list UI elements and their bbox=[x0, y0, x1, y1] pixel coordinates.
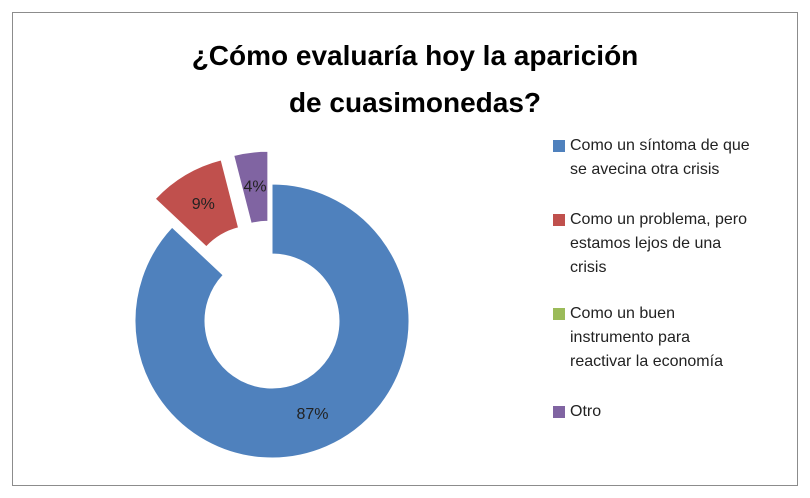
chart-frame bbox=[12, 12, 798, 486]
donut-slice bbox=[233, 150, 269, 224]
data-label: 87% bbox=[296, 406, 328, 423]
data-label: 4% bbox=[244, 178, 267, 195]
legend-item: Como un buen instrumento para reactivar … bbox=[553, 302, 798, 374]
donut-slice bbox=[154, 159, 240, 248]
legend-label: Otro bbox=[570, 403, 602, 420]
chart-title: ¿Cómo evaluaría hoy la aparición de cuasi… bbox=[192, 40, 639, 118]
legend-label: Como un problema, pero estamos lejos de … bbox=[570, 211, 747, 276]
donut-slice bbox=[134, 183, 410, 459]
legend-swatch bbox=[553, 308, 565, 320]
legend-item: Como un síntoma de que se avecina otra c… bbox=[553, 134, 798, 182]
data-label: 9% bbox=[192, 196, 215, 213]
legend-swatch bbox=[553, 406, 565, 418]
title-line: de cuasimonedas? bbox=[289, 87, 541, 118]
legend-label: Como un buen instrumento para reactivar … bbox=[570, 305, 723, 370]
legend-swatch bbox=[553, 214, 565, 226]
legend-item: Como un problema, pero estamos lejos de … bbox=[553, 208, 798, 280]
legend-swatch bbox=[553, 140, 565, 152]
legend-label: Como un síntoma de que se avecina otra c… bbox=[570, 137, 750, 178]
legend: Como un síntoma de que se avecina otra c… bbox=[553, 134, 798, 424]
legend-item: Otro bbox=[553, 400, 798, 424]
title-line: ¿Cómo evaluaría hoy la aparición bbox=[192, 40, 639, 71]
